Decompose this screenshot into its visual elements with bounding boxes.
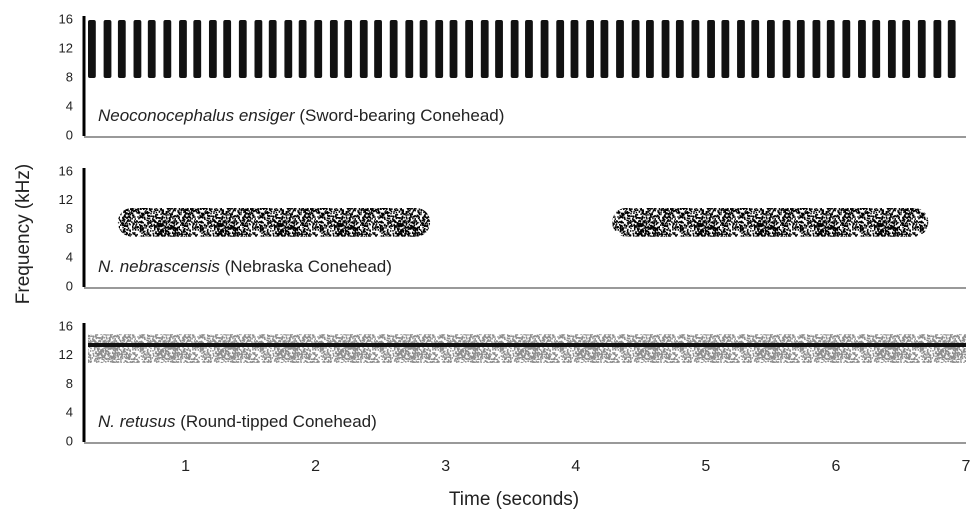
- species-name: N. nebrascensis: [98, 257, 220, 276]
- y-tick-label: 8: [66, 221, 73, 236]
- call-segment: [933, 20, 942, 78]
- call-segment: [329, 20, 338, 78]
- call-segment: [405, 20, 414, 78]
- call-segment: [268, 20, 277, 78]
- call-segment: [612, 207, 929, 237]
- call-segment: [419, 20, 428, 78]
- call-segment: [344, 20, 353, 78]
- call-segment: [88, 334, 966, 363]
- call-segment: [314, 20, 323, 78]
- call-segment: [646, 20, 654, 78]
- call-segment: [887, 20, 896, 78]
- call-segment: [480, 20, 489, 78]
- call-segment: [691, 20, 700, 78]
- y-tick-label: 16: [59, 318, 73, 333]
- x-tick-label: 5: [701, 458, 710, 475]
- call-segment: [298, 20, 307, 78]
- call-segment: [147, 20, 156, 78]
- call-segment: [766, 20, 775, 78]
- common-name: (Nebraska Conehead): [225, 257, 392, 276]
- call-segment: [223, 20, 232, 78]
- call-segment: [858, 20, 866, 78]
- call-segment: [902, 20, 911, 78]
- call-segment: [117, 207, 431, 237]
- call-segment: [917, 20, 926, 78]
- panel-label: N. nebrascensis (Nebraska Conehead): [98, 257, 392, 276]
- x-tick-label: 6: [831, 458, 840, 475]
- y-tick-label: 12: [59, 347, 73, 362]
- call-segment: [117, 20, 126, 78]
- common-name: (Round-tipped Conehead): [180, 412, 377, 431]
- x-tick-label: 7: [962, 458, 971, 475]
- call-segment: [435, 20, 444, 78]
- call-segment: [238, 20, 247, 78]
- call-segment: [631, 20, 640, 78]
- species-name: N. retusus: [98, 412, 176, 431]
- call-segment: [495, 20, 503, 78]
- call-segment: [284, 20, 293, 78]
- call-segment: [826, 20, 835, 78]
- call-segment: [133, 20, 142, 78]
- common-name: (Sword-bearing Conehead): [299, 106, 504, 125]
- call-segment: [540, 20, 549, 78]
- y-tick-label: 12: [59, 192, 73, 207]
- panel-label: Neoconocephalus ensiger (Sword-bearing C…: [98, 106, 504, 125]
- call-segment: [600, 20, 609, 78]
- x-tick-label: 4: [571, 458, 580, 475]
- call-segment: [842, 20, 851, 78]
- call-segment: [193, 20, 202, 78]
- call-segment: [556, 20, 565, 78]
- call-segment: [721, 20, 730, 78]
- call-segment: [675, 20, 684, 78]
- panel-label: N. retusus (Round-tipped Conehead): [98, 412, 377, 431]
- call-segment: [179, 20, 187, 78]
- call-segment: [449, 20, 458, 78]
- x-tick-label: 1: [181, 458, 190, 475]
- call-segment: [570, 20, 579, 78]
- y-tick-label: 8: [66, 376, 73, 391]
- y-tick-label: 8: [66, 69, 73, 84]
- x-tick-label: 2: [311, 458, 320, 475]
- call-segment: [374, 20, 382, 78]
- call-segment: [359, 20, 368, 78]
- species-name: Neoconocephalus ensiger: [98, 106, 296, 125]
- call-segment: [751, 20, 760, 78]
- call-segment: [465, 20, 474, 78]
- y-tick-label: 4: [66, 98, 73, 113]
- y-tick-label: 4: [66, 405, 73, 420]
- call-segment: [796, 20, 805, 78]
- call-segment: [389, 20, 398, 78]
- y-tick-label: 0: [66, 127, 73, 142]
- call-segment: [947, 20, 956, 78]
- call-segment: [88, 20, 96, 78]
- x-axis-title: Time (seconds): [449, 489, 579, 510]
- call-segment: [616, 20, 624, 78]
- y-tick-label: 16: [59, 163, 73, 178]
- y-tick-label: 0: [66, 278, 73, 293]
- x-tick-label: 3: [441, 458, 450, 475]
- y-tick-label: 0: [66, 433, 73, 448]
- call-segment: [812, 20, 821, 78]
- y-tick-label: 16: [59, 11, 73, 26]
- y-tick-label: 4: [66, 250, 73, 265]
- call-segment: [707, 20, 715, 78]
- call-segment: [254, 20, 263, 78]
- call-segment: [163, 20, 172, 78]
- y-tick-label: 12: [59, 40, 73, 55]
- call-segment: [103, 20, 112, 78]
- call-segment: [782, 20, 791, 78]
- call-segment: [510, 20, 519, 78]
- call-segment: [208, 20, 217, 78]
- call-segment: [586, 20, 594, 78]
- call-segment: [661, 20, 670, 78]
- call-segment: [525, 20, 533, 78]
- y-axis-title: Frequency (kHz): [13, 164, 34, 304]
- call-segment: [872, 20, 881, 78]
- call-segment: [737, 20, 745, 78]
